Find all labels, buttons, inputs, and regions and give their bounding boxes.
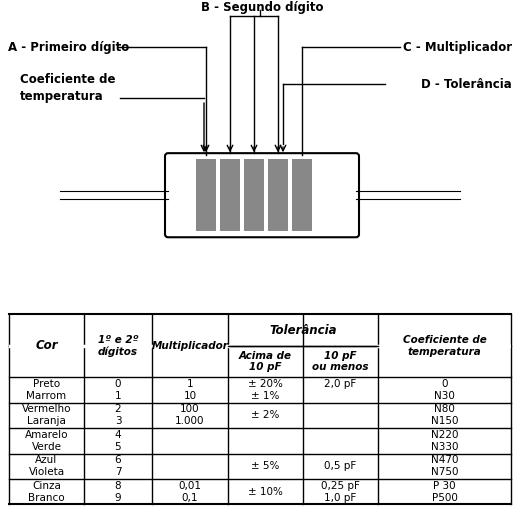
Text: Cinza
Branco: Cinza Branco bbox=[28, 481, 65, 502]
Text: Coeficiente de
temperatura: Coeficiente de temperatura bbox=[403, 335, 487, 356]
Text: Coeficiente de: Coeficiente de bbox=[20, 73, 115, 86]
Text: A - Primeiro dígito: A - Primeiro dígito bbox=[8, 41, 129, 54]
Bar bbox=[220, 159, 240, 231]
Text: Azul
Violeta: Azul Violeta bbox=[29, 455, 64, 477]
Text: Multiplicador: Multiplicador bbox=[151, 341, 228, 351]
Text: ± 20%
± 1%: ± 20% ± 1% bbox=[248, 379, 283, 401]
Text: D - Tolerância: D - Tolerância bbox=[421, 78, 512, 91]
Text: 0,01
0,1: 0,01 0,1 bbox=[178, 481, 202, 502]
Text: 8
9: 8 9 bbox=[115, 481, 121, 502]
Text: Amarelo
Verde: Amarelo Verde bbox=[25, 430, 68, 452]
Text: 0,5 pF: 0,5 pF bbox=[324, 461, 357, 471]
Text: Vermelho
Laranja: Vermelho Laranja bbox=[22, 405, 71, 426]
Text: Acima de
10 pF: Acima de 10 pF bbox=[239, 351, 292, 372]
Bar bbox=[196, 159, 216, 231]
Text: ± 5%: ± 5% bbox=[251, 461, 279, 471]
Text: 100
1.000: 100 1.000 bbox=[175, 405, 205, 426]
Text: Preto
Marrom: Preto Marrom bbox=[27, 379, 67, 401]
Bar bbox=[268, 159, 288, 231]
Text: 1º e 2º
dígitos: 1º e 2º dígitos bbox=[98, 335, 138, 357]
Text: 1
10: 1 10 bbox=[184, 379, 197, 401]
Text: B - Segundo dígito: B - Segundo dígito bbox=[201, 1, 323, 14]
Text: ± 10%: ± 10% bbox=[248, 487, 283, 497]
Text: 4
5: 4 5 bbox=[115, 430, 121, 452]
Text: N80
N150: N80 N150 bbox=[431, 405, 459, 426]
Text: temperatura: temperatura bbox=[20, 90, 104, 103]
Text: C - Multiplicador: C - Multiplicador bbox=[403, 41, 512, 54]
Text: ± 2%: ± 2% bbox=[251, 410, 279, 420]
Text: N220
N330: N220 N330 bbox=[431, 430, 459, 452]
Bar bbox=[292, 159, 312, 231]
Text: 2,0 pF: 2,0 pF bbox=[324, 379, 357, 401]
Text: P 30
P500: P 30 P500 bbox=[432, 481, 458, 502]
Text: Tolerância: Tolerância bbox=[269, 323, 336, 337]
Text: 10 pF
ou menos: 10 pF ou menos bbox=[313, 351, 369, 372]
FancyBboxPatch shape bbox=[165, 153, 359, 237]
Text: 0,25 pF
1,0 pF: 0,25 pF 1,0 pF bbox=[321, 481, 360, 502]
Text: 6
7: 6 7 bbox=[115, 455, 121, 477]
Bar bbox=[244, 159, 264, 231]
Text: N470
N750: N470 N750 bbox=[431, 455, 459, 477]
Text: 0
N30: 0 N30 bbox=[434, 379, 455, 401]
Text: 0
1: 0 1 bbox=[115, 379, 121, 401]
Text: Cor: Cor bbox=[35, 339, 58, 352]
Text: 2
3: 2 3 bbox=[115, 405, 121, 426]
